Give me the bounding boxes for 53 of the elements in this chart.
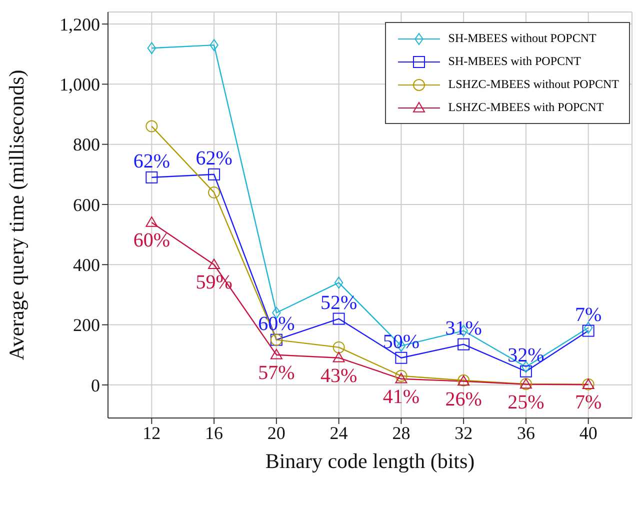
point xyxy=(584,322,593,334)
point xyxy=(395,352,408,364)
point xyxy=(147,42,156,54)
y-tick-label: 800 xyxy=(73,134,100,155)
point xyxy=(332,352,345,362)
point xyxy=(146,216,158,227)
point xyxy=(334,276,344,289)
legend-label: SH-MBEES without POPCNT xyxy=(448,31,596,46)
point xyxy=(395,372,408,384)
y-axis-title: Average query time (milliseconds) xyxy=(4,70,28,360)
x-tick-label: 12 xyxy=(142,422,161,443)
annotation: 7% xyxy=(574,304,602,326)
annotation: 32% xyxy=(508,344,544,366)
legend-label: LSHZC-MBEES with POPCNT xyxy=(448,100,604,115)
point xyxy=(332,341,345,354)
x-axis-title: Binary code length (bits) xyxy=(265,449,475,473)
annotation: 57% xyxy=(258,362,295,384)
point xyxy=(208,168,220,180)
point xyxy=(146,171,158,184)
point xyxy=(208,186,220,198)
y-tick-label: 200 xyxy=(73,315,100,336)
y-tick-label: 600 xyxy=(73,194,100,215)
x-tick-label: 28 xyxy=(392,422,410,443)
annotation: 62% xyxy=(133,150,170,172)
x-tick-label: 16 xyxy=(205,422,224,443)
point xyxy=(395,370,408,382)
point xyxy=(146,120,158,132)
point xyxy=(458,338,470,350)
x-tick-label: 40 xyxy=(579,422,598,443)
legend-label: LSHZC-MBEES without POPCNT xyxy=(448,77,619,92)
point xyxy=(582,324,594,337)
y-tick-label: 1,000 xyxy=(60,74,100,95)
y-tick-label: 400 xyxy=(73,255,100,276)
y-tick-label: 0 xyxy=(91,375,100,396)
x-tick-label: 24 xyxy=(330,422,348,443)
x-tick-label: 36 xyxy=(516,422,535,443)
annotation: 41% xyxy=(382,386,420,408)
annotation: 7% xyxy=(574,392,602,414)
point xyxy=(520,365,532,378)
annotation: 62% xyxy=(196,147,232,170)
legend-label: SH-MBEES with POPCNT xyxy=(448,54,581,69)
annotation: 43% xyxy=(320,364,358,387)
y-tick-label: 1,200 xyxy=(60,14,100,34)
annotation: 52% xyxy=(320,292,358,314)
x-tick-label: 20 xyxy=(267,422,286,443)
point xyxy=(208,258,220,269)
point xyxy=(210,39,218,52)
point xyxy=(270,348,282,360)
annotation: 60% xyxy=(133,230,170,252)
annotation: 25% xyxy=(508,391,544,414)
x-tick-label: 32 xyxy=(454,422,473,443)
annotation: 26% xyxy=(445,388,482,410)
point xyxy=(332,312,345,325)
